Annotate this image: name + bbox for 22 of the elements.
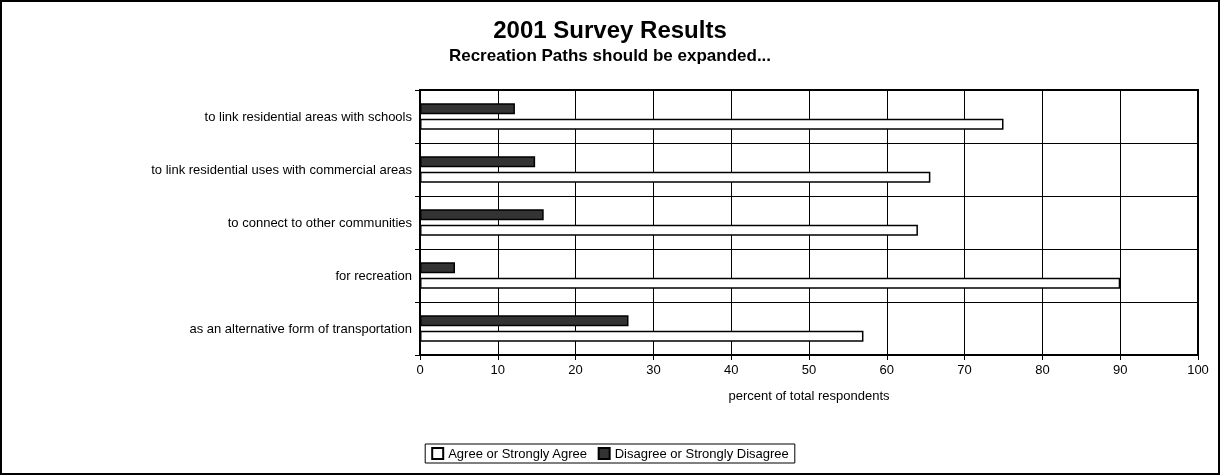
x-tick-label: 10 [490, 362, 506, 377]
x-tick-label: 30 [646, 362, 661, 377]
x-tick-label: 0 [416, 362, 424, 377]
x-tick-label: 90 [1112, 362, 1128, 377]
chart-subtitle: Recreation Paths should be expanded... [448, 46, 772, 65]
legend-label: Agree or Strongly Agree [448, 446, 587, 461]
x-tick-label: 80 [1035, 362, 1050, 377]
y-tick-label: to link residential areas with schools [204, 109, 413, 124]
x-tick-label: 60 [879, 362, 895, 377]
x-tick-label: 50 [801, 362, 817, 377]
y-tick-label: to connect to other communities [227, 215, 413, 230]
x-axis-title: percent of total respondents [728, 388, 891, 403]
y-tick-label: to link residential uses with commercial areas [151, 162, 413, 177]
bar [420, 262, 456, 274]
y-tick-label: for recreation [335, 268, 412, 283]
chart-title: 2001 Survey Results [493, 15, 727, 43]
x-tick-label: 70 [957, 362, 972, 377]
x-tick-label: 20 [568, 362, 583, 377]
legend-label: Disagree or Strongly Disagree [614, 446, 789, 461]
y-tick-label: as an alternative form of transportation [189, 321, 412, 336]
x-tick-label: 100 [1187, 362, 1209, 377]
x-tick-label: 40 [723, 362, 739, 377]
